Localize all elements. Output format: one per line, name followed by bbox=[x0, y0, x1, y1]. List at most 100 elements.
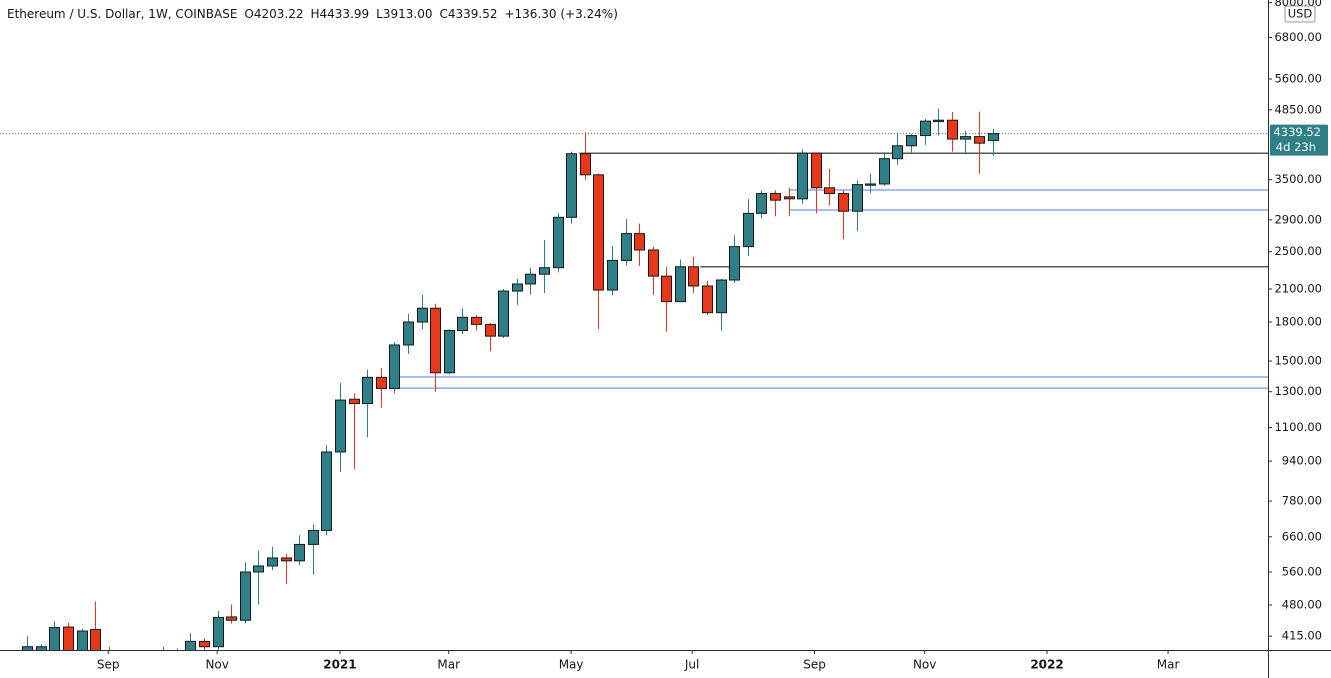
candle-body bbox=[947, 119, 958, 140]
candle-body bbox=[349, 398, 360, 405]
candle-body bbox=[457, 316, 468, 332]
candle-body bbox=[389, 344, 400, 389]
y-tick-label: 5600.00 bbox=[1274, 72, 1322, 86]
y-tick-label: 2100.00 bbox=[1274, 282, 1322, 296]
candle-body bbox=[865, 183, 876, 186]
y-tick-label: 1800.00 bbox=[1274, 315, 1322, 329]
candle-body bbox=[811, 152, 822, 189]
candle-body bbox=[661, 275, 672, 303]
legend-header: Ethereum / U.S. Dollar, 1W, COINBASE O420… bbox=[7, 7, 618, 21]
candle-body bbox=[566, 153, 577, 218]
candle-body bbox=[960, 136, 971, 140]
candle-body bbox=[321, 451, 332, 531]
candle-body bbox=[729, 246, 740, 281]
candle-body bbox=[824, 187, 835, 195]
x-tick-label: Mar bbox=[1157, 658, 1180, 672]
candle-body bbox=[213, 616, 224, 648]
symbol: Ethereum / U.S. Dollar, 1W, COINBASE bbox=[7, 7, 237, 21]
plot-area bbox=[0, 108, 1268, 650]
candle-body bbox=[267, 557, 278, 567]
countdown: 4d 23h bbox=[1276, 140, 1316, 154]
candle-body bbox=[553, 216, 564, 269]
x-tick-label: Sep bbox=[97, 658, 120, 672]
candle-body bbox=[634, 233, 645, 251]
header-value: L3913.00 bbox=[376, 7, 432, 21]
candle-body bbox=[485, 323, 496, 337]
header-value: H4433.99 bbox=[311, 7, 370, 21]
x-tick-label: Nov bbox=[205, 658, 228, 672]
candle-body bbox=[199, 640, 210, 648]
axes: 8000.00 6800.00 5600.00 4850.00 3500.00 2900.… bbox=[97, 0, 1328, 672]
y-tick-label: 480.00 bbox=[1282, 597, 1322, 611]
candle-body bbox=[580, 153, 591, 176]
y-tick-label: 4850.00 bbox=[1274, 102, 1322, 116]
candle-body bbox=[988, 133, 999, 141]
candle-body bbox=[607, 259, 618, 291]
candle-body bbox=[906, 135, 917, 147]
candle-body bbox=[498, 290, 509, 337]
candle-body bbox=[593, 174, 604, 291]
currency: USD bbox=[1288, 7, 1313, 21]
x-tick-label: 2022 bbox=[1030, 658, 1063, 672]
candle-body bbox=[621, 233, 632, 261]
y-tick-label: 560.00 bbox=[1282, 564, 1322, 578]
last-price-box bbox=[1270, 124, 1328, 156]
candle-body bbox=[90, 629, 101, 650]
candle-body bbox=[770, 193, 781, 201]
candle-body bbox=[974, 136, 985, 144]
y-tick-label: 8000.00 bbox=[1274, 0, 1322, 9]
candle-body bbox=[920, 120, 931, 137]
header-value: C4339.52 bbox=[439, 7, 497, 21]
y-tick-label: 2900.00 bbox=[1274, 212, 1322, 226]
x-tick-label: Mar bbox=[437, 658, 460, 672]
candle-body bbox=[784, 196, 795, 200]
candle-body bbox=[648, 249, 659, 277]
candle-body bbox=[525, 273, 536, 285]
candle-body bbox=[294, 543, 305, 562]
candle-body bbox=[49, 627, 60, 650]
candle-body bbox=[675, 266, 686, 303]
candle-body bbox=[756, 193, 767, 214]
y-tick-label: 1500.00 bbox=[1274, 354, 1322, 368]
y-tick-label: 415.00 bbox=[1282, 629, 1322, 643]
candle-body bbox=[36, 646, 47, 650]
x-tick-label: Nov bbox=[913, 658, 936, 672]
candle-body bbox=[879, 158, 890, 185]
x-tick-label: Sep bbox=[803, 658, 826, 672]
candle-body bbox=[743, 212, 754, 248]
header-value: +136.30 (+3.24%) bbox=[504, 7, 617, 21]
candle-body bbox=[539, 267, 550, 275]
candle-body bbox=[797, 152, 808, 200]
last-price-label: 4339.52 bbox=[1273, 125, 1321, 139]
y-tick-label: 780.00 bbox=[1282, 494, 1322, 508]
x-tick-label: May bbox=[559, 658, 584, 672]
candle-body bbox=[838, 193, 849, 212]
candle-body bbox=[308, 529, 319, 545]
candle-body bbox=[933, 119, 944, 123]
candle-body bbox=[240, 571, 251, 621]
y-tick-label: 2500.00 bbox=[1274, 244, 1322, 258]
candle-body bbox=[417, 307, 428, 323]
candle-body bbox=[852, 184, 863, 212]
candle-body bbox=[63, 626, 74, 650]
candle-body bbox=[185, 640, 196, 650]
currency-box bbox=[1284, 5, 1316, 23]
header-value: O4203.22 bbox=[244, 7, 303, 21]
y-tick-label: 1300.00 bbox=[1274, 384, 1322, 398]
candle-body bbox=[22, 646, 33, 650]
y-tick-label: 660.00 bbox=[1282, 529, 1322, 543]
candle-body bbox=[430, 307, 441, 374]
y-tick-label: 1100.00 bbox=[1274, 420, 1322, 434]
candle-body bbox=[702, 285, 713, 314]
candle-body bbox=[471, 316, 482, 325]
y-tick-label: 940.00 bbox=[1282, 454, 1322, 468]
x-tick-label: Jul bbox=[684, 658, 699, 672]
candle-body bbox=[444, 330, 455, 374]
candle-body bbox=[335, 399, 346, 453]
candle-body bbox=[77, 630, 88, 650]
candle-body bbox=[253, 565, 264, 573]
candle-body bbox=[281, 557, 292, 562]
candle-body bbox=[716, 279, 727, 314]
